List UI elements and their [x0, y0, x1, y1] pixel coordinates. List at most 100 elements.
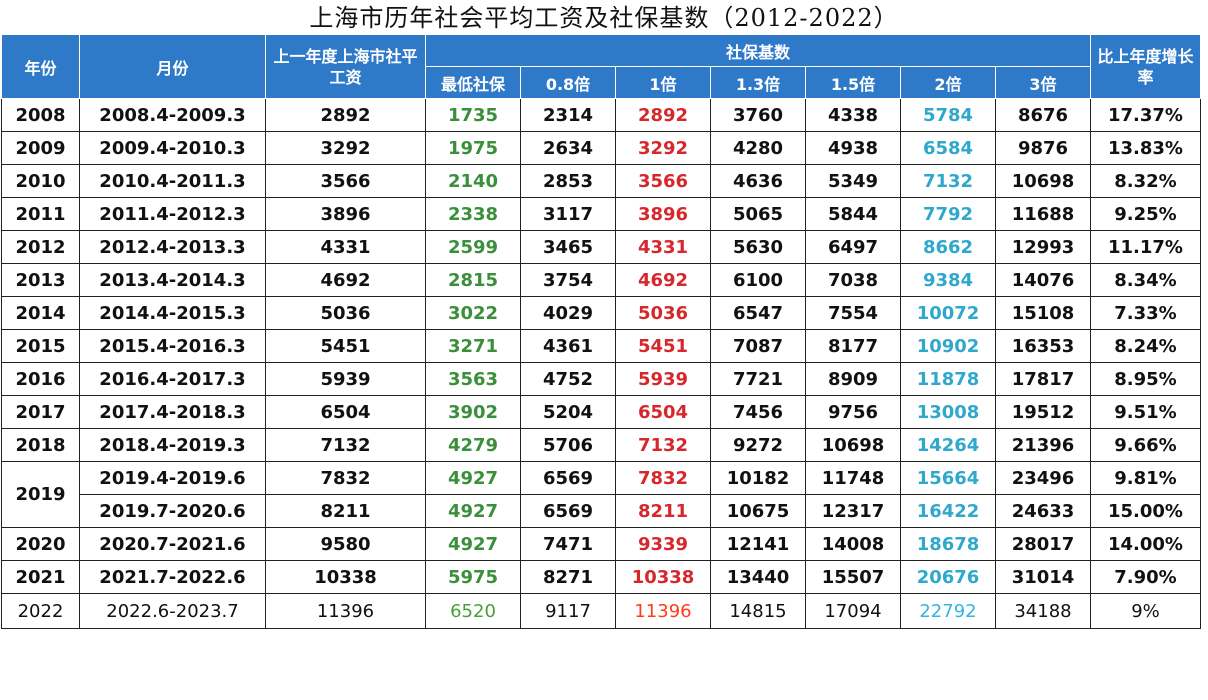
base-value-cell: 13008: [900, 395, 996, 429]
base-value-cell: 13440: [710, 560, 806, 594]
table-row: 2016 2016.4-2017.3 5939 3563 4752 5939 7721 890…: [1, 362, 1201, 396]
base-value-cell: 28017: [995, 527, 1091, 561]
year-cell: 2016: [1, 362, 80, 396]
table-row: 2018 2018.4-2019.3 7132 4279 5706 7132 9272 106…: [1, 428, 1201, 462]
year-cell: 2020: [1, 527, 80, 561]
base-value-cell: 7038: [805, 263, 901, 297]
base-value-cell: 12993: [995, 230, 1091, 264]
base-value-cell: 9756: [805, 395, 901, 429]
base-value-cell: 3754: [520, 263, 616, 297]
year-cell: 2012: [1, 230, 80, 264]
period-cell: 2017.4-2018.3: [79, 395, 266, 429]
base-value-cell: 6497: [805, 230, 901, 264]
base-value-cell: 22792: [900, 593, 996, 629]
base-value-cell: 7471: [520, 527, 616, 561]
avg-wage-cell: 6504: [265, 395, 426, 429]
base-value-cell: 8676: [995, 98, 1091, 132]
period-cell: 2010.4-2011.3: [79, 164, 266, 198]
base-value-cell: 6569: [520, 461, 616, 495]
base-value-cell: 6520: [425, 593, 521, 629]
base-value-cell: 4938: [805, 131, 901, 165]
table-row: 2011 2011.4-2012.3 3896 2338 3117 3896 5065 584…: [1, 197, 1201, 231]
growth-rate-cell: 9.51%: [1090, 395, 1201, 429]
avg-wage-cell: 3292: [265, 131, 426, 165]
base-value-cell: 11748: [805, 461, 901, 495]
base-value-cell: 5939: [615, 362, 711, 396]
base-value-cell: 6504: [615, 395, 711, 429]
base-value-cell: 3760: [710, 98, 806, 132]
year-cell: 2019: [1, 461, 80, 528]
year-cell: 2011: [1, 197, 80, 231]
base-value-cell: 4338: [805, 98, 901, 132]
base-value-cell: 15108: [995, 296, 1091, 330]
base-value-cell: 9339: [615, 527, 711, 561]
base-value-cell: 20676: [900, 560, 996, 594]
base-value-cell: 10338: [615, 560, 711, 594]
table-row: 2015 2015.4-2016.3 5451 3271 4361 5451 7087 817…: [1, 329, 1201, 363]
base-value-cell: 3896: [615, 197, 711, 231]
growth-rate-cell: 7.33%: [1090, 296, 1201, 330]
period-cell: 2011.4-2012.3: [79, 197, 266, 231]
header-growth: 比上年度增长率: [1090, 34, 1201, 99]
table-row: 2010 2010.4-2011.3 3566 2140 2853 3566 4636 534…: [1, 164, 1201, 198]
base-value-cell: 7554: [805, 296, 901, 330]
table-row: 2020 2020.7-2021.6 9580 4927 7471 9339 12141 14…: [1, 527, 1201, 561]
base-value-cell: 11878: [900, 362, 996, 396]
period-cell: 2018.4-2019.3: [79, 428, 266, 462]
base-value-cell: 19512: [995, 395, 1091, 429]
base-value-cell: 17817: [995, 362, 1091, 396]
base-value-cell: 5065: [710, 197, 806, 231]
table-row: 2017 2017.4-2018.3 6504 3902 5204 6504 7456 975…: [1, 395, 1201, 429]
base-value-cell: 16422: [900, 494, 996, 528]
avg-wage-cell: 8211: [265, 494, 426, 528]
growth-rate-cell: 8.95%: [1090, 362, 1201, 396]
social-security-table: 年份 月份 上一年度上海市社平工资 社保基数 比上年度增长率 最低社保 0.8倍…: [1, 34, 1201, 629]
growth-rate-cell: 8.34%: [1090, 263, 1201, 297]
avg-wage-cell: 7832: [265, 461, 426, 495]
avg-wage-cell: 10338: [265, 560, 426, 594]
header-1-3x: 1.3倍: [710, 66, 806, 99]
base-value-cell: 3292: [615, 131, 711, 165]
base-value-cell: 11396: [615, 593, 711, 629]
year-cell: 2008: [1, 98, 80, 132]
base-value-cell: 4927: [425, 461, 521, 495]
period-cell: 2015.4-2016.3: [79, 329, 266, 363]
base-value-cell: 10698: [805, 428, 901, 462]
avg-wage-cell: 4692: [265, 263, 426, 297]
growth-rate-cell: 9%: [1090, 593, 1201, 629]
base-value-cell: 10675: [710, 494, 806, 528]
base-value-cell: 17094: [805, 593, 901, 629]
base-value-cell: 9272: [710, 428, 806, 462]
base-value-cell: 4636: [710, 164, 806, 198]
base-value-cell: 11688: [995, 197, 1091, 231]
base-value-cell: 18678: [900, 527, 996, 561]
avg-wage-cell: 3566: [265, 164, 426, 198]
period-cell: 2009.4-2010.3: [79, 131, 266, 165]
period-cell: 2012.4-2013.3: [79, 230, 266, 264]
base-value-cell: 34188: [995, 593, 1091, 629]
base-value-cell: 15507: [805, 560, 901, 594]
period-cell: 2008.4-2009.3: [79, 98, 266, 132]
table-row: 2008 2008.4-2009.3 2892 1735 2314 2892 3760 433…: [1, 98, 1201, 132]
base-value-cell: 5036: [615, 296, 711, 330]
growth-rate-cell: 7.90%: [1090, 560, 1201, 594]
table-row: 2019.7-2020.6 8211 4927 6569 8211 10675 12317 1…: [2, 494, 1201, 528]
growth-rate-cell: 9.81%: [1090, 461, 1201, 495]
base-value-cell: 4752: [520, 362, 616, 396]
base-value-cell: 4361: [520, 329, 616, 363]
base-value-cell: 31014: [995, 560, 1091, 594]
base-value-cell: 7792: [900, 197, 996, 231]
period-cell: 2020.7-2021.6: [79, 527, 266, 561]
year-cell: 2022: [1, 593, 80, 629]
growth-rate-cell: 11.17%: [1090, 230, 1201, 264]
base-value-cell: 8177: [805, 329, 901, 363]
header-2x: 2倍: [900, 66, 996, 99]
base-value-cell: 9876: [995, 131, 1091, 165]
base-value-cell: 8909: [805, 362, 901, 396]
base-value-cell: 10902: [900, 329, 996, 363]
base-value-cell: 5706: [520, 428, 616, 462]
header-year: 年份: [1, 34, 80, 99]
base-value-cell: 12141: [710, 527, 806, 561]
base-value-cell: 4927: [425, 494, 521, 528]
base-value-cell: 3563: [425, 362, 521, 396]
